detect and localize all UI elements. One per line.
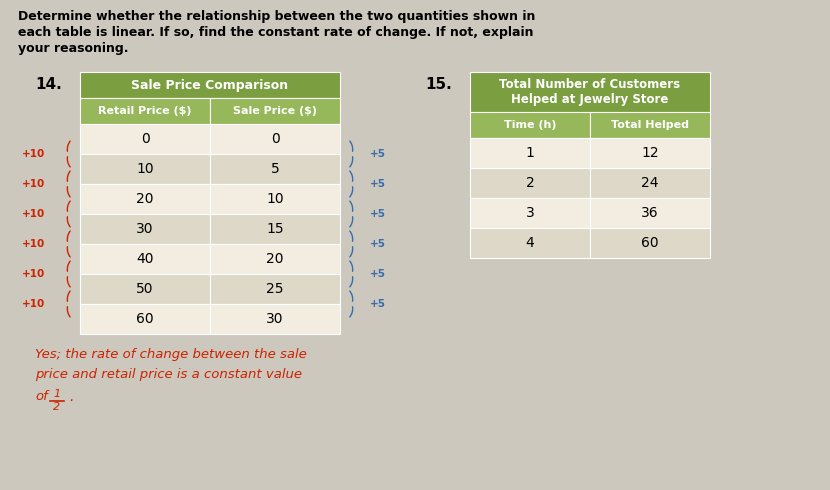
Bar [470, 228, 590, 258]
Text: +5: +5 [370, 299, 386, 309]
Text: +5: +5 [370, 149, 386, 159]
Text: 5: 5 [271, 162, 280, 176]
Text: Time (h): Time (h) [504, 120, 556, 130]
Bar [80, 98, 210, 124]
Text: 25: 25 [266, 282, 284, 296]
Text: 24: 24 [642, 176, 659, 190]
Text: price and retail price is a constant value: price and retail price is a constant val… [35, 368, 302, 381]
Bar [80, 304, 210, 334]
Text: +5: +5 [370, 179, 386, 189]
Text: 14.: 14. [35, 77, 61, 92]
Bar [470, 138, 590, 168]
Text: +10: +10 [22, 239, 45, 249]
Text: of: of [35, 390, 48, 403]
Text: 4: 4 [525, 236, 535, 250]
Bar [210, 214, 340, 244]
Bar [470, 168, 590, 198]
Text: Sale Price ($): Sale Price ($) [233, 106, 317, 116]
Text: .: . [69, 390, 73, 404]
Bar [80, 184, 210, 214]
Text: +10: +10 [22, 269, 45, 279]
Bar [80, 72, 340, 98]
Text: Sale Price Comparison: Sale Price Comparison [131, 78, 289, 92]
Bar [210, 98, 340, 124]
Text: 3: 3 [525, 206, 535, 220]
Text: 1: 1 [525, 146, 535, 160]
Text: 15: 15 [266, 222, 284, 236]
Text: +10: +10 [22, 149, 45, 159]
Text: Determine whether the relationship between the two quantities shown in: Determine whether the relationship betwe… [18, 10, 535, 23]
Text: Total Helped: Total Helped [611, 120, 689, 130]
Bar [590, 112, 710, 138]
Text: 20: 20 [266, 252, 284, 266]
Bar [590, 168, 710, 198]
Text: 10: 10 [136, 162, 154, 176]
Bar [80, 154, 210, 184]
Bar [210, 274, 340, 304]
Text: +10: +10 [22, 179, 45, 189]
Text: your reasoning.: your reasoning. [18, 42, 129, 55]
Bar [210, 124, 340, 154]
Text: 50: 50 [136, 282, 154, 296]
Bar [590, 228, 710, 258]
Text: +10: +10 [22, 299, 45, 309]
Text: each table is linear. If so, find the constant rate of change. If not, explain: each table is linear. If so, find the co… [18, 26, 534, 39]
Bar [80, 274, 210, 304]
Bar [210, 244, 340, 274]
Text: +10: +10 [22, 209, 45, 219]
Bar [210, 154, 340, 184]
Bar [80, 214, 210, 244]
Text: 2: 2 [53, 402, 61, 412]
Text: +5: +5 [370, 269, 386, 279]
Bar [590, 138, 710, 168]
Bar [470, 112, 590, 138]
Text: Total Number of Customers
Helped at Jewelry Store: Total Number of Customers Helped at Jewe… [500, 78, 681, 106]
Text: 1: 1 [53, 389, 61, 399]
Text: +5: +5 [370, 209, 386, 219]
Text: 60: 60 [642, 236, 659, 250]
Text: 12: 12 [642, 146, 659, 160]
Text: 60: 60 [136, 312, 154, 326]
Text: 40: 40 [136, 252, 154, 266]
Text: 30: 30 [266, 312, 284, 326]
Bar [210, 304, 340, 334]
Text: 0: 0 [271, 132, 280, 146]
Text: Yes; the rate of change between the sale: Yes; the rate of change between the sale [35, 348, 307, 361]
Text: Retail Price ($): Retail Price ($) [98, 106, 192, 116]
Bar [470, 198, 590, 228]
Bar [80, 244, 210, 274]
Text: 10: 10 [266, 192, 284, 206]
Text: 2: 2 [525, 176, 535, 190]
Text: 30: 30 [136, 222, 154, 236]
Text: 36: 36 [642, 206, 659, 220]
Bar [590, 198, 710, 228]
Bar [470, 72, 710, 112]
Text: 15.: 15. [425, 77, 452, 92]
Bar [80, 124, 210, 154]
Bar [210, 184, 340, 214]
Text: +5: +5 [370, 239, 386, 249]
Text: 20: 20 [136, 192, 154, 206]
Text: 0: 0 [140, 132, 149, 146]
